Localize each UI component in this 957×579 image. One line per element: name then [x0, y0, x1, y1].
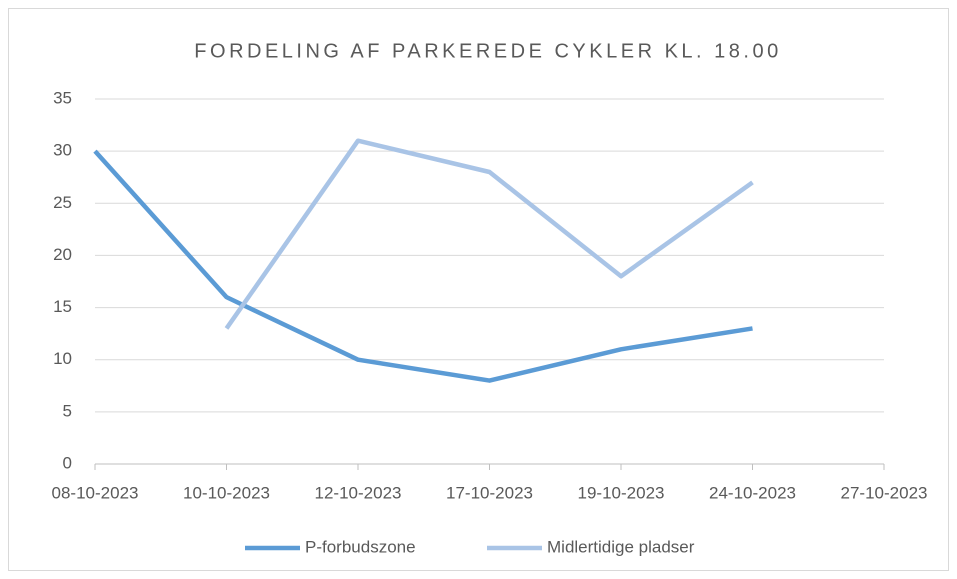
y-tick-label: 20 — [53, 245, 72, 264]
chart-title: FORDELING AF PARKEREDE CYKLER KL. 18.00 — [194, 40, 781, 62]
x-tick-label: 19-10-2023 — [578, 483, 665, 502]
y-tick-label: 15 — [53, 297, 72, 316]
y-tick-label: 0 — [63, 453, 72, 472]
x-tick-label: 24-10-2023 — [709, 483, 796, 502]
y-tick-label: 30 — [53, 141, 72, 160]
x-tick-label: 12-10-2023 — [315, 483, 402, 502]
y-tick-label: 5 — [63, 401, 72, 420]
x-tick-label: 17-10-2023 — [446, 483, 533, 502]
y-tick-label: 25 — [53, 193, 72, 212]
series-line — [224, 138, 754, 330]
y-tick-label: 35 — [53, 88, 72, 107]
chart-border — [8, 8, 949, 571]
y-tick-label: 10 — [53, 349, 72, 368]
series-line — [93, 149, 753, 383]
legend-label: Midlertidige pladser — [547, 537, 695, 556]
x-tick-label: 08-10-2023 — [52, 483, 139, 502]
legend-label: P-forbudszone — [305, 537, 416, 556]
x-tick-label: 27-10-2023 — [841, 483, 928, 502]
x-tick-label: 10-10-2023 — [183, 483, 270, 502]
